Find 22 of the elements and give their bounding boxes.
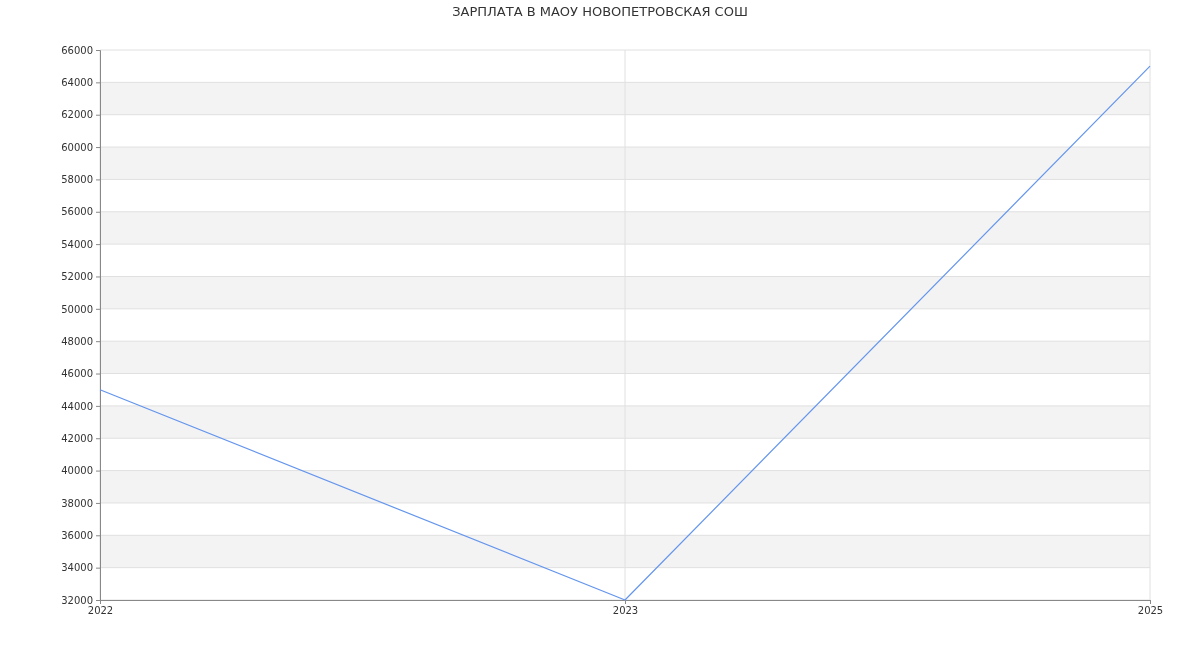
x-tick-label: 2022: [87, 605, 114, 617]
y-tick-label: 66000: [61, 44, 93, 56]
y-tick-label: 48000: [61, 335, 93, 347]
y-tick-label: 40000: [61, 465, 93, 477]
y-tick-label: 60000: [61, 141, 93, 153]
y-tick-label: 38000: [61, 497, 93, 509]
y-tick-label: 54000: [61, 238, 93, 250]
y-tick-label: 34000: [61, 562, 93, 574]
x-tick-label: 2023: [612, 605, 639, 617]
y-tick-label: 36000: [61, 529, 93, 541]
y-tick-label: 64000: [61, 77, 93, 89]
y-tick-label: 44000: [61, 400, 93, 412]
x-tick-label: 2025: [1137, 605, 1164, 617]
y-tick-label: 56000: [61, 206, 93, 218]
chart-title: ЗАРПЛАТА В МАОУ НОВОПЕТРОВСКАЯ СОШ: [452, 4, 748, 19]
y-tick-label: 58000: [61, 174, 93, 186]
y-tick-label: 52000: [61, 271, 93, 283]
y-tick-label: 32000: [61, 594, 93, 606]
y-tick-label: 50000: [61, 303, 93, 315]
y-tick-label: 42000: [61, 432, 93, 444]
y-tick-label: 46000: [61, 368, 93, 380]
y-tick-label: 62000: [61, 109, 93, 121]
